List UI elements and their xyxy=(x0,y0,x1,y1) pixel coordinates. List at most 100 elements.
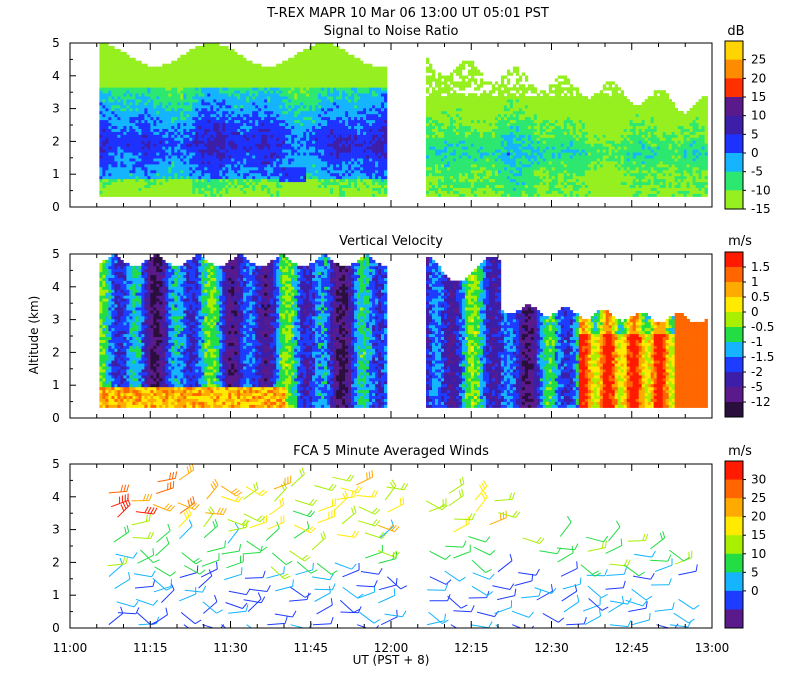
heatmap-cell xyxy=(159,122,163,126)
heatmap-cell xyxy=(294,146,298,150)
heatmap-cell xyxy=(345,66,349,70)
heatmap-cell xyxy=(312,78,316,82)
heatmap-cell xyxy=(384,193,388,197)
heatmap-cell xyxy=(384,167,388,171)
heatmap-cell xyxy=(429,172,433,177)
heatmap-cell xyxy=(282,99,286,103)
heatmap-cell xyxy=(120,72,124,76)
heatmap-cell xyxy=(219,128,223,132)
heatmap-cell xyxy=(165,178,169,183)
heatmap-cell xyxy=(318,54,322,59)
heatmap-cell xyxy=(312,57,316,62)
heatmap-cell xyxy=(348,164,352,168)
heatmap-cell xyxy=(327,167,331,171)
heatmap-cell xyxy=(363,158,367,162)
heatmap-cell xyxy=(450,131,454,135)
heatmap-cell xyxy=(381,164,385,168)
heatmap-cell xyxy=(324,175,328,180)
heatmap-cell xyxy=(354,72,358,76)
heatmap-cell xyxy=(285,143,289,147)
heatmap-cell xyxy=(150,125,154,129)
heatmap-cell xyxy=(261,107,265,112)
heatmap-cell xyxy=(321,128,325,132)
heatmap-cell xyxy=(435,146,439,150)
heatmap-cell xyxy=(183,175,187,180)
heatmap-cell xyxy=(144,75,148,79)
heatmap-cell xyxy=(444,193,448,197)
heatmap-cell xyxy=(426,158,430,162)
heatmap-cell xyxy=(249,75,253,79)
heatmap-cell xyxy=(312,96,316,100)
heatmap-cell xyxy=(300,99,304,103)
heatmap-cell xyxy=(453,119,457,124)
heatmap-cell xyxy=(276,90,280,94)
heatmap-cell xyxy=(150,146,154,150)
heatmap-cell xyxy=(270,110,274,115)
heatmap-cell xyxy=(255,164,259,168)
heatmap-cell xyxy=(183,161,187,165)
heatmap-cell xyxy=(246,125,250,129)
heatmap-cell xyxy=(315,164,319,168)
heatmap-cell xyxy=(159,99,163,103)
heatmap-cell xyxy=(225,149,229,153)
heatmap-cell xyxy=(153,107,157,112)
heatmap-cell xyxy=(318,46,322,50)
heatmap-cell xyxy=(447,122,451,126)
heatmap-cell xyxy=(279,134,283,138)
heatmap-cell xyxy=(306,96,310,100)
heatmap-cell xyxy=(300,140,304,144)
heatmap-cell xyxy=(270,113,274,118)
heatmap-cell xyxy=(321,137,325,141)
heatmap-cell xyxy=(432,172,436,177)
heatmap-cell xyxy=(276,167,280,171)
heatmap-cell xyxy=(237,75,241,79)
heatmap-cell xyxy=(291,107,295,112)
heatmap-cell xyxy=(267,99,271,103)
heatmap-cell xyxy=(195,187,199,191)
heatmap-cell xyxy=(318,69,322,73)
heatmap-cell xyxy=(249,66,253,70)
heatmap-cell xyxy=(189,72,193,76)
heatmap-cell xyxy=(426,66,430,70)
heatmap-cell xyxy=(285,116,289,121)
heatmap-cell xyxy=(366,149,370,153)
heatmap-cell xyxy=(438,137,442,141)
heatmap-cell xyxy=(111,57,115,62)
heatmap-cell xyxy=(213,110,217,115)
heatmap-cell xyxy=(357,131,361,135)
heatmap-cell xyxy=(327,57,331,62)
heatmap-cell xyxy=(366,164,370,168)
heatmap-cell xyxy=(270,152,274,156)
heatmap-cell xyxy=(102,161,106,165)
heatmap-cell xyxy=(111,172,115,177)
heatmap-cell xyxy=(276,75,280,79)
heatmap-cell xyxy=(330,110,334,115)
heatmap-cell xyxy=(201,69,205,73)
heatmap-cell xyxy=(165,164,169,168)
heatmap-cell xyxy=(204,105,208,109)
heatmap-cell xyxy=(327,69,331,73)
heatmap-cell xyxy=(429,134,433,138)
heatmap-cell xyxy=(213,113,217,118)
heatmap-cell xyxy=(246,137,250,141)
heatmap-cell xyxy=(252,169,256,174)
heatmap-cell xyxy=(198,125,202,129)
heatmap-cell xyxy=(333,190,337,194)
heatmap-cell xyxy=(261,181,265,185)
heatmap-cell xyxy=(258,152,262,156)
heatmap-cell xyxy=(246,66,250,70)
heatmap-cell xyxy=(114,84,118,88)
heatmap-cell xyxy=(192,131,196,135)
heatmap-cell xyxy=(336,184,340,188)
heatmap-cell xyxy=(192,96,196,100)
heatmap-cell xyxy=(441,137,445,141)
heatmap-cell xyxy=(315,134,319,138)
heatmap-cell xyxy=(225,167,229,171)
heatmap-cell xyxy=(330,72,334,76)
heatmap-cell xyxy=(240,152,244,156)
heatmap-cell xyxy=(339,181,343,185)
heatmap-cell xyxy=(282,78,286,82)
heatmap-cell xyxy=(228,190,232,194)
heatmap-cell xyxy=(252,90,256,94)
heatmap-cell xyxy=(363,187,367,191)
